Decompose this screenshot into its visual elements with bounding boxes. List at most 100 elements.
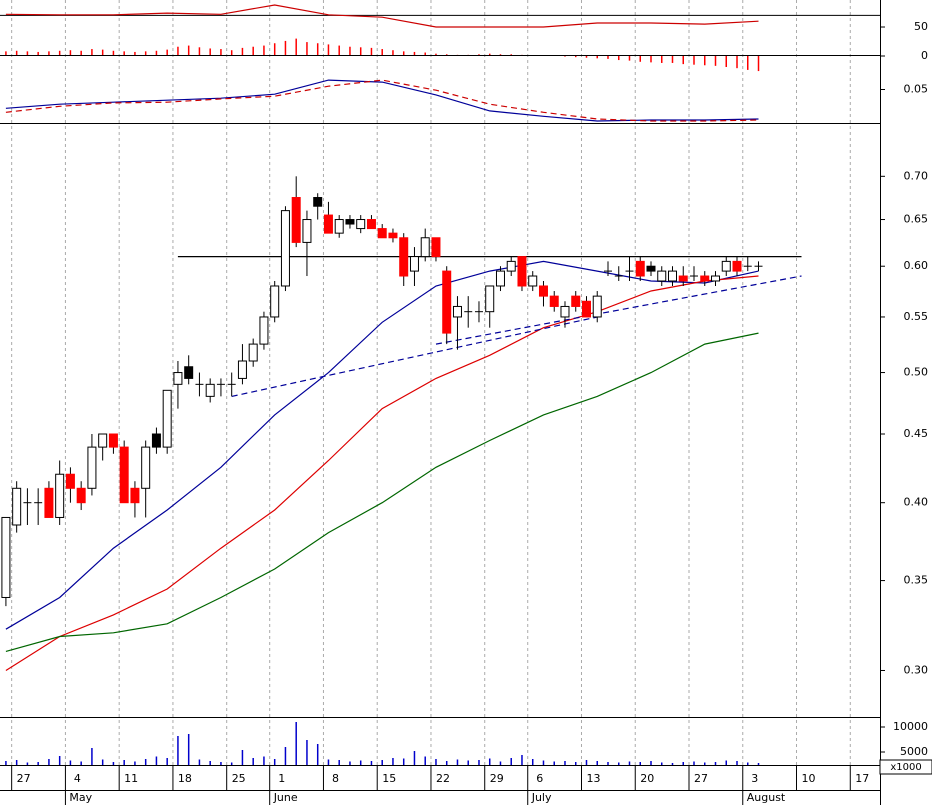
x-tick-label: 29 xyxy=(490,772,504,785)
month-label: July xyxy=(531,791,552,804)
x-tick-label: 17 xyxy=(855,772,869,785)
candle-body xyxy=(517,256,527,287)
y-tick-label: 0.45 xyxy=(904,427,929,440)
y-tick-label: 0.30 xyxy=(904,663,929,676)
y-tick-label: 0.05 xyxy=(904,83,929,96)
trendline xyxy=(231,316,598,397)
candle-body xyxy=(667,270,677,282)
candle-body xyxy=(108,433,118,448)
candle-body xyxy=(678,275,688,282)
candle-body xyxy=(259,316,269,345)
x-tick-label: 10 xyxy=(802,772,816,785)
candle-body xyxy=(711,275,721,282)
candle-body xyxy=(291,197,301,243)
month-label: August xyxy=(747,791,786,804)
candle-body xyxy=(506,260,516,272)
x-tick-label: 3 xyxy=(751,772,758,785)
candle-body xyxy=(130,487,140,504)
candle-body xyxy=(721,260,731,272)
candle-body xyxy=(280,210,290,287)
y-tick-label: 10000 xyxy=(893,720,928,733)
candle-body xyxy=(248,343,258,362)
candle-body xyxy=(313,197,323,207)
indicator-line xyxy=(5,79,759,122)
candle-body xyxy=(442,270,452,334)
x-tick-label: 1 xyxy=(278,772,285,785)
y-tick-label: 0.35 xyxy=(904,574,929,587)
moving-average xyxy=(5,332,759,652)
candle-body xyxy=(205,383,215,397)
candle-body xyxy=(635,260,645,277)
candle-body xyxy=(356,219,366,230)
candle-body xyxy=(237,360,247,379)
candle-body xyxy=(485,285,495,313)
month-label: June xyxy=(273,791,298,804)
candle-body xyxy=(549,295,559,307)
candle-body xyxy=(528,275,538,287)
candle-body xyxy=(538,285,548,297)
candle-body xyxy=(173,372,183,385)
x-tick-label: 11 xyxy=(124,772,138,785)
x-tick-label: 22 xyxy=(436,772,450,785)
candle-body xyxy=(592,295,602,318)
x-tick-label: 6 xyxy=(536,772,543,785)
candle-body xyxy=(65,473,75,489)
candle-body xyxy=(646,265,656,272)
unit-box xyxy=(879,759,932,775)
candle-body xyxy=(700,275,710,282)
moving-average xyxy=(5,275,759,672)
candle-body xyxy=(1,516,11,598)
y-tick-label: 0 xyxy=(921,49,928,62)
candle-body xyxy=(399,237,409,277)
candle-body xyxy=(560,305,570,318)
candle-body xyxy=(302,219,312,243)
candle-body xyxy=(431,237,441,258)
candle-body xyxy=(12,487,22,526)
candle-body xyxy=(323,214,333,234)
candle-body xyxy=(581,300,591,318)
candle-body xyxy=(732,260,742,272)
candle-body xyxy=(55,473,65,518)
candle-body xyxy=(345,219,355,225)
candle-body xyxy=(388,232,398,239)
month-label: May xyxy=(69,791,92,804)
y-tick-label: 0.60 xyxy=(904,259,929,272)
oscillator-line xyxy=(5,4,759,28)
candle-body xyxy=(571,295,581,307)
candle-body xyxy=(141,446,151,489)
trendline xyxy=(435,275,802,345)
x-tick-label: 4 xyxy=(74,772,81,785)
x-tick-label: 20 xyxy=(640,772,654,785)
y-tick-label: 0.70 xyxy=(904,169,929,182)
x-tick-label: 8 xyxy=(332,772,339,785)
candle-body xyxy=(334,219,344,234)
x-tick-label: 27 xyxy=(694,772,708,785)
y-tick-label: 0.55 xyxy=(904,310,929,323)
candle-body xyxy=(87,446,97,489)
x-tick-label: 18 xyxy=(178,772,192,785)
grid xyxy=(11,0,851,765)
x-tick-label: 13 xyxy=(586,772,600,785)
candle-body xyxy=(184,366,194,379)
x-tick-label: 25 xyxy=(232,772,246,785)
candle-body xyxy=(366,219,376,230)
moving-average xyxy=(5,260,759,630)
volume-unit: x1000 xyxy=(890,762,921,773)
candle-body xyxy=(495,270,505,287)
y-tick-label: 0.50 xyxy=(904,366,929,379)
candle-body xyxy=(409,256,419,272)
candle-body xyxy=(44,487,54,518)
candle-body xyxy=(270,285,280,318)
candle-body xyxy=(657,270,667,282)
candle-body xyxy=(162,389,172,448)
y-tick-label: 0.65 xyxy=(904,213,929,226)
candle-body xyxy=(377,228,387,239)
candle-body xyxy=(98,433,108,448)
x-tick-label: 27 xyxy=(17,772,31,785)
candle-body xyxy=(151,433,161,448)
candle-body xyxy=(420,237,430,258)
candle-body xyxy=(76,487,86,504)
candle-body xyxy=(452,305,462,318)
